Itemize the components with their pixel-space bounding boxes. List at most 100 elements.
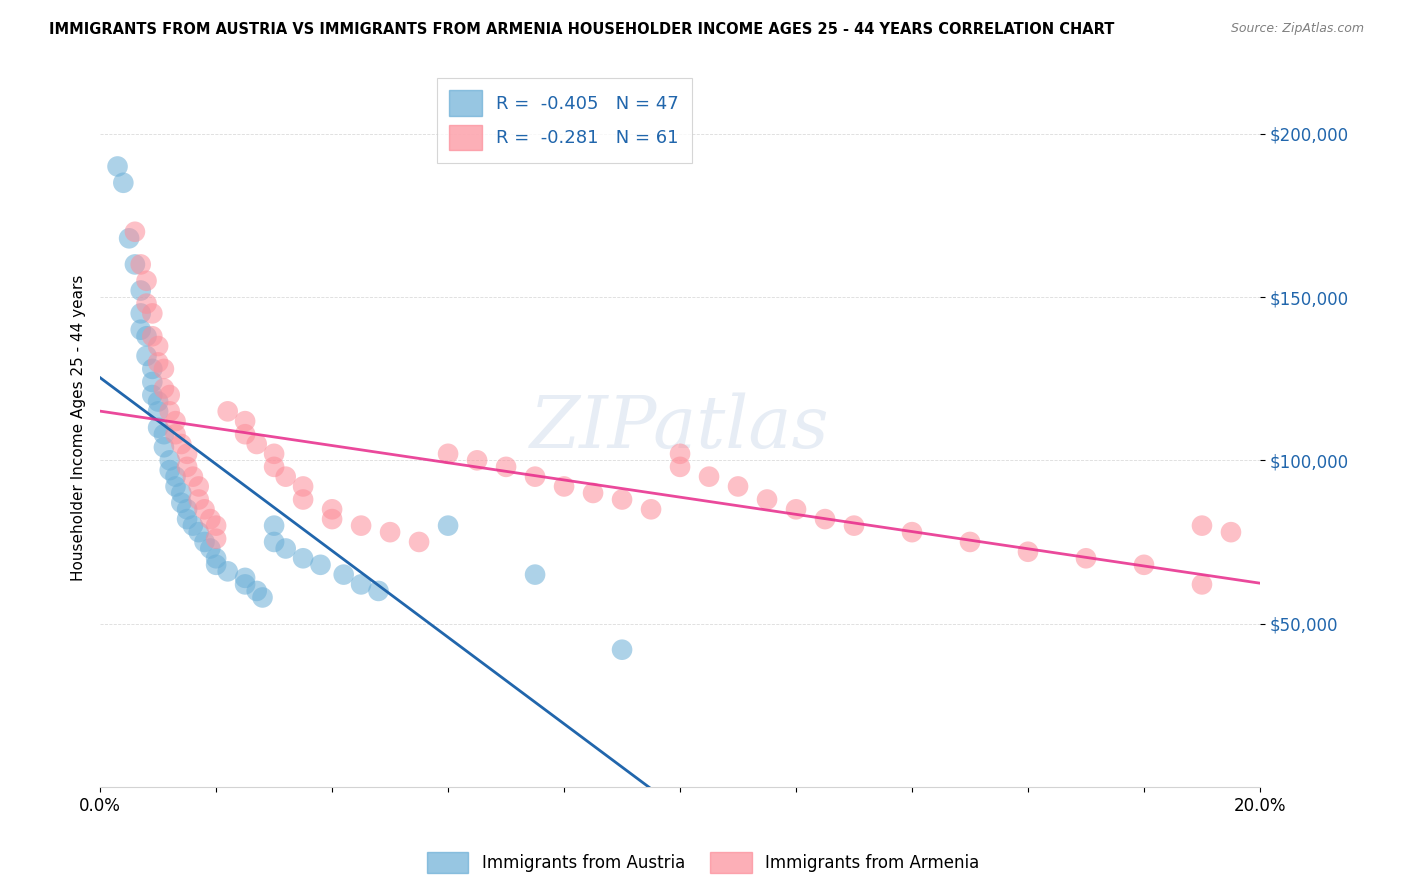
Point [292, 492, 315, 507]
Point [321, 512, 343, 526]
Point [669, 447, 692, 461]
Point [901, 525, 924, 540]
Point [274, 469, 297, 483]
Point [170, 496, 193, 510]
Point [129, 284, 152, 298]
Point [246, 583, 269, 598]
Point [610, 642, 633, 657]
Point [437, 447, 460, 461]
Point [727, 479, 749, 493]
Point [437, 518, 460, 533]
Point [524, 567, 547, 582]
Point [200, 541, 222, 556]
Point [129, 257, 152, 271]
Point [153, 440, 176, 454]
Point [153, 427, 176, 442]
Point [756, 492, 779, 507]
Point [141, 329, 163, 343]
Point [263, 535, 285, 549]
Y-axis label: Householder Income Ages 25 - 44 years: Householder Income Ages 25 - 44 years [72, 275, 86, 581]
Point [159, 463, 181, 477]
Point [181, 469, 204, 483]
Point [274, 541, 297, 556]
Point [582, 486, 605, 500]
Point [146, 339, 169, 353]
Point [200, 512, 222, 526]
Point [1017, 545, 1039, 559]
Point [176, 447, 198, 461]
Point [141, 375, 163, 389]
Point [129, 323, 152, 337]
Point [252, 591, 274, 605]
Point [263, 459, 285, 474]
Point [170, 486, 193, 500]
Point [233, 414, 256, 428]
Point [246, 437, 269, 451]
Point [159, 453, 181, 467]
Point [135, 296, 157, 310]
Point [176, 459, 198, 474]
Point [135, 349, 157, 363]
Point [165, 479, 187, 493]
Point [233, 571, 256, 585]
Point [170, 437, 193, 451]
Point [233, 577, 256, 591]
Point [153, 362, 176, 376]
Text: IMMIGRANTS FROM AUSTRIA VS IMMIGRANTS FROM ARMENIA HOUSEHOLDER INCOME AGES 25 - : IMMIGRANTS FROM AUSTRIA VS IMMIGRANTS FR… [49, 22, 1115, 37]
Point [350, 577, 373, 591]
Point [187, 492, 209, 507]
Point [187, 479, 209, 493]
Point [408, 535, 430, 549]
Point [165, 414, 187, 428]
Point [141, 362, 163, 376]
Point [669, 459, 692, 474]
Text: Source: ZipAtlas.com: Source: ZipAtlas.com [1230, 22, 1364, 36]
Point [217, 565, 239, 579]
Point [141, 306, 163, 320]
Point [842, 518, 865, 533]
Legend: Immigrants from Austria, Immigrants from Armenia: Immigrants from Austria, Immigrants from… [420, 846, 986, 880]
Text: ZIPatlas: ZIPatlas [530, 392, 830, 463]
Point [263, 518, 285, 533]
Point [193, 502, 215, 516]
Legend: R =  -0.405   N = 47, R =  -0.281   N = 61: R = -0.405 N = 47, R = -0.281 N = 61 [437, 78, 692, 163]
Point [135, 274, 157, 288]
Point [141, 388, 163, 402]
Point [465, 453, 488, 467]
Point [205, 551, 228, 566]
Point [159, 404, 181, 418]
Point [118, 231, 141, 245]
Point [959, 535, 981, 549]
Point [640, 502, 662, 516]
Point [553, 479, 575, 493]
Point [321, 502, 343, 516]
Point [107, 160, 129, 174]
Point [193, 535, 215, 549]
Point [124, 225, 146, 239]
Point [263, 447, 285, 461]
Point [292, 479, 315, 493]
Point [146, 404, 169, 418]
Point [187, 525, 209, 540]
Point [367, 583, 389, 598]
Point [129, 306, 152, 320]
Point [165, 469, 187, 483]
Point [610, 492, 633, 507]
Point [146, 420, 169, 434]
Point [176, 502, 198, 516]
Point [233, 427, 256, 442]
Point [205, 558, 228, 572]
Point [1191, 518, 1213, 533]
Point [1133, 558, 1156, 572]
Point [112, 176, 135, 190]
Point [495, 459, 517, 474]
Point [153, 382, 176, 396]
Point [159, 388, 181, 402]
Point [146, 355, 169, 369]
Point [332, 567, 354, 582]
Point [785, 502, 807, 516]
Point [217, 404, 239, 418]
Point [1074, 551, 1097, 566]
Point [309, 558, 332, 572]
Point [165, 427, 187, 442]
